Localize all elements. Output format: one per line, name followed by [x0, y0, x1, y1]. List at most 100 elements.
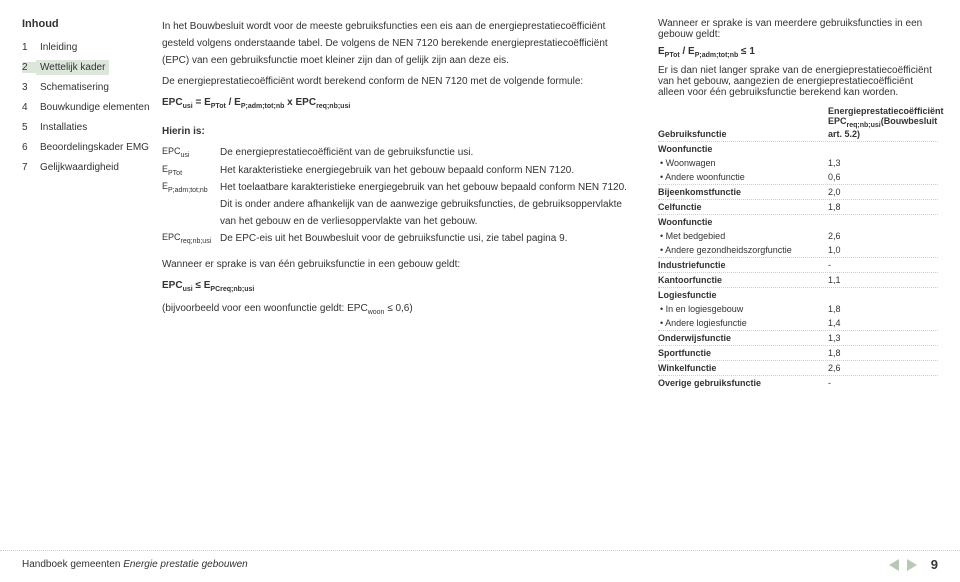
definition-row: EPTotHet karakteristieke energiegebruik … — [162, 162, 636, 180]
formula-epc: EPCusi = EPTot / EP;adm;tot;nb x EPCreq;… — [162, 94, 636, 113]
table-cell: 1,3 — [828, 158, 938, 168]
sidebar-item[interactable]: 6Beoordelingskader EMG — [22, 140, 162, 155]
table-row: Bijeenkomstfunctie2,0 — [658, 184, 938, 199]
table-cell: • Met bedgebied — [658, 231, 828, 241]
definition-value: De energieprestatiecoëfficiënt van de ge… — [220, 144, 636, 162]
table-cell: 1,1 — [828, 275, 938, 285]
table-cell: - — [828, 260, 938, 270]
table-cell: Sportfunctie — [658, 348, 828, 358]
formula-ineq: EPCusi ≤ EPCreq;nb;usi — [162, 277, 636, 296]
table-cell: Logiesfunctie — [658, 290, 828, 300]
herein-label: Hierin is: — [162, 123, 636, 140]
sidebar-item-label: Gelijkwaardigheid — [36, 160, 123, 175]
sidebar-item-label: Wettelijk kader — [36, 60, 109, 75]
table-row: Sportfunctie1,8 — [658, 345, 938, 360]
definition-term: EPTot — [162, 162, 220, 180]
table-cell: Overige gebruiksfunctie — [658, 378, 828, 388]
table-cell — [828, 217, 938, 227]
table-cell: 1,0 — [828, 245, 938, 255]
table-row: Winkelfunctie2,6 — [658, 360, 938, 375]
prev-page-icon[interactable] — [889, 559, 899, 571]
table-cell: 2,0 — [828, 187, 938, 197]
table-cell: Bijeenkomstfunctie — [658, 187, 828, 197]
sidebar-item[interactable]: 3Schematisering — [22, 80, 162, 95]
table-row: Woonfunctie — [658, 141, 938, 156]
table-cell: Woonfunctie — [658, 144, 828, 154]
table-cell: • Andere woonfunctie — [658, 172, 828, 182]
table-cell: Onderwijsfunctie — [658, 333, 828, 343]
sidebar-item[interactable]: 1Inleiding — [22, 40, 162, 55]
table-header: Gebruiksfunctie — [658, 129, 828, 139]
definition-value: Het toelaatbare karakteristieke energieg… — [220, 179, 636, 230]
table-row: Woonfunctie — [658, 214, 938, 229]
definition-row: EPCreq;nb;usiDe EPC-eis uit het Bouwbesl… — [162, 230, 636, 248]
table-cell: • Andere logiesfunctie — [658, 318, 828, 328]
table-header: Energieprestatiecoëfficiënt EPCreq;nb;us… — [828, 106, 938, 139]
table-row: Industriefunctie- — [658, 257, 938, 272]
sidebar-item-num: 2 — [22, 62, 36, 73]
table-subrow: • Met bedgebied2,6 — [658, 229, 938, 243]
table-cell: • Andere gezondheidszorgfunctie — [658, 245, 828, 255]
table-cell: Kantoorfunctie — [658, 275, 828, 285]
paragraph: Er is dan niet langer sprake van de ener… — [658, 65, 938, 98]
definition-row: EPCusiDe energieprestatiecoëfficiënt van… — [162, 144, 636, 162]
definition-term: EPCusi — [162, 144, 220, 162]
sidebar-item[interactable]: 5Installaties — [22, 120, 162, 135]
table-cell: 1,8 — [828, 348, 938, 358]
definition-term: EP;adm;tot;nb — [162, 179, 220, 230]
table-cell: • In en logiesgebouw — [658, 304, 828, 314]
definition-row: EP;adm;tot;nbHet toelaatbare karakterist… — [162, 179, 636, 230]
table-subrow: • Woonwagen1,3 — [658, 156, 938, 170]
paragraph: Wanneer er sprake is van meerdere gebrui… — [658, 18, 938, 40]
formula-ratio: EPTot / EP;adm;tot;nb ≤ 1 — [658, 46, 938, 59]
sidebar-item-label: Installaties — [36, 120, 91, 135]
table-row: Onderwijsfunctie1,3 — [658, 330, 938, 345]
table-cell: 0,6 — [828, 172, 938, 182]
table-cell: - — [828, 378, 938, 388]
table-row: Logiesfunctie — [658, 287, 938, 302]
main-content: In het Bouwbesluit wordt voor de meeste … — [162, 18, 938, 544]
table-cell: Winkelfunctie — [658, 363, 828, 373]
table-cell: Celfunctie — [658, 202, 828, 212]
footer-title: Handboek gemeenten Energie prestatie geb… — [22, 559, 248, 570]
column-right: Wanneer er sprake is van meerdere gebrui… — [658, 18, 938, 544]
table-cell — [828, 290, 938, 300]
table-row: Kantoorfunctie1,1 — [658, 272, 938, 287]
footer: Handboek gemeenten Energie prestatie geb… — [0, 550, 960, 582]
sidebar-item[interactable]: 7Gelijkwaardigheid — [22, 160, 162, 175]
epc-table: Gebruiksfunctie Energieprestatiecoëffici… — [658, 104, 938, 390]
sidebar: Inhoud 1Inleiding2Wettelijk kader3Schema… — [22, 18, 162, 544]
table-cell: 2,6 — [828, 363, 938, 373]
table-cell: 1,4 — [828, 318, 938, 328]
sidebar-item-num: 5 — [22, 122, 36, 133]
sidebar-item-label: Bouwkundige elementen — [36, 100, 154, 115]
table-cell: Industriefunctie — [658, 260, 828, 270]
sidebar-item[interactable]: 4Bouwkundige elementen — [22, 100, 162, 115]
table-cell: 1,3 — [828, 333, 938, 343]
sidebar-title: Inhoud — [22, 18, 162, 30]
sidebar-item-num: 1 — [22, 42, 36, 53]
table-subrow: • In en logiesgebouw1,8 — [658, 302, 938, 316]
definition-value: De EPC-eis uit het Bouwbesluit voor de g… — [220, 230, 636, 248]
paragraph: (bijvoorbeeld voor een woonfunctie geldt… — [162, 300, 636, 319]
page-number: 9 — [931, 557, 938, 572]
next-page-icon[interactable] — [907, 559, 917, 571]
paragraph: In het Bouwbesluit wordt voor de meeste … — [162, 18, 636, 69]
table-cell: 1,8 — [828, 304, 938, 314]
sidebar-item-label: Schematisering — [36, 80, 113, 95]
table-cell: Woonfunctie — [658, 217, 828, 227]
sidebar-item-label: Beoordelingskader EMG — [36, 140, 153, 155]
sidebar-item-label: Inleiding — [36, 40, 81, 55]
table-subrow: • Andere gezondheidszorgfunctie1,0 — [658, 243, 938, 257]
paragraph: De energieprestatiecoëfficiënt wordt ber… — [162, 73, 636, 90]
table-row: Celfunctie1,8 — [658, 199, 938, 214]
table-cell: 2,6 — [828, 231, 938, 241]
sidebar-item-num: 7 — [22, 162, 36, 173]
sidebar-item-num: 4 — [22, 102, 36, 113]
table-subrow: • Andere logiesfunctie1,4 — [658, 316, 938, 330]
table-cell: • Woonwagen — [658, 158, 828, 168]
sidebar-item-num: 6 — [22, 142, 36, 153]
paragraph: Wanneer er sprake is van één gebruiksfun… — [162, 256, 636, 273]
sidebar-item[interactable]: 2Wettelijk kader — [22, 60, 162, 75]
table-subrow: • Andere woonfunctie0,6 — [658, 170, 938, 184]
